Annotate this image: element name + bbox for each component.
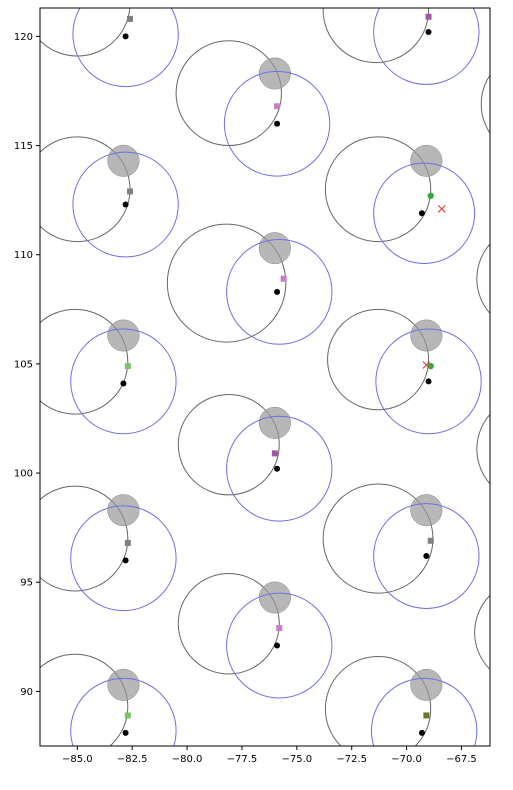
large-circle xyxy=(327,308,430,411)
x-tick-label: −72.5 xyxy=(336,754,367,765)
x-tick-label: −75.0 xyxy=(282,754,313,765)
square-marker xyxy=(423,712,430,719)
large-circle xyxy=(40,653,129,746)
square-marker xyxy=(276,625,283,632)
x-tick-label: −70.0 xyxy=(391,754,422,765)
blue-circle xyxy=(226,592,333,699)
black-point xyxy=(274,120,281,127)
y-tick-label: 105 xyxy=(14,359,33,370)
gray-disc xyxy=(258,232,291,265)
square-marker xyxy=(274,103,281,110)
large-circle xyxy=(40,308,129,415)
black-point xyxy=(418,729,425,736)
large-circle xyxy=(476,243,490,315)
black-point xyxy=(122,33,129,40)
gray-disc xyxy=(410,319,443,352)
blue-circle xyxy=(226,238,333,345)
y-tick-label: 110 xyxy=(14,250,33,261)
black-point xyxy=(122,557,129,564)
plot-marks xyxy=(40,8,490,746)
blue-circle xyxy=(223,70,331,177)
blue-circle xyxy=(373,162,476,264)
red-cross xyxy=(437,204,446,213)
y-tick-label: 90 xyxy=(20,687,33,698)
square-marker xyxy=(124,712,131,719)
gray-disc xyxy=(410,144,443,177)
axes: −85.0 −82.5 −80.0 −77.5 −75.0 −72.5 −70.0 −67.5… xyxy=(14,32,477,765)
y-tick-label: 115 xyxy=(14,141,33,152)
gray-disc xyxy=(258,57,291,90)
y-tick-label: 95 xyxy=(20,578,33,589)
gray-disc xyxy=(258,581,291,614)
x-tick-label: −82.5 xyxy=(117,754,148,765)
x-tick-label: −80.0 xyxy=(172,754,203,765)
square-marker xyxy=(427,537,434,544)
large-circle xyxy=(322,8,430,64)
large-circle xyxy=(480,74,490,134)
blue-circle xyxy=(72,151,179,258)
gray-disc xyxy=(258,406,291,439)
large-circle xyxy=(324,136,432,243)
x-tick-label: −77.5 xyxy=(227,754,258,765)
black-point xyxy=(274,288,281,295)
green-point xyxy=(427,362,434,370)
plot-frame xyxy=(39,7,491,747)
blue-circle xyxy=(70,505,177,612)
large-circle xyxy=(177,393,280,496)
plot-background xyxy=(40,8,490,746)
square-marker xyxy=(280,275,287,282)
large-circle xyxy=(476,413,490,485)
black-point xyxy=(120,380,127,387)
square-marker xyxy=(127,15,133,22)
black-point xyxy=(418,210,425,217)
black-point xyxy=(122,201,129,208)
square-marker xyxy=(124,539,131,546)
black-point xyxy=(274,642,281,649)
blue-circle xyxy=(70,328,177,435)
black-point xyxy=(423,553,430,560)
x-tick-label: −85.0 xyxy=(62,754,93,765)
x-tick-label: −67.5 xyxy=(446,754,477,765)
green-point xyxy=(427,192,434,199)
square-marker xyxy=(425,13,432,20)
large-circle xyxy=(166,223,287,343)
blue-circle xyxy=(70,677,177,746)
blue-circle xyxy=(226,415,333,522)
gray-disc xyxy=(107,319,140,352)
blue-circle xyxy=(375,328,482,435)
large-circle xyxy=(40,485,129,592)
blue-circle xyxy=(373,8,480,85)
black-point xyxy=(425,378,432,385)
black-point xyxy=(122,729,129,736)
blue-circle xyxy=(370,677,478,746)
y-tick-label: 100 xyxy=(14,469,33,480)
blue-circle xyxy=(373,503,480,609)
square-marker xyxy=(124,363,131,370)
large-circle xyxy=(474,594,490,671)
black-point xyxy=(425,29,432,36)
y-tick-label: 120 xyxy=(14,32,33,43)
square-marker xyxy=(127,188,133,195)
gray-disc xyxy=(410,494,443,527)
square-marker xyxy=(271,450,278,457)
red-cross xyxy=(422,361,431,369)
gray-disc xyxy=(107,494,140,527)
gray-disc xyxy=(107,144,140,177)
large-circle xyxy=(177,573,280,675)
large-circle xyxy=(324,655,432,746)
black-point xyxy=(274,465,281,472)
gray-disc xyxy=(410,668,443,701)
blue-circle xyxy=(72,8,179,88)
gray-disc xyxy=(107,668,140,701)
